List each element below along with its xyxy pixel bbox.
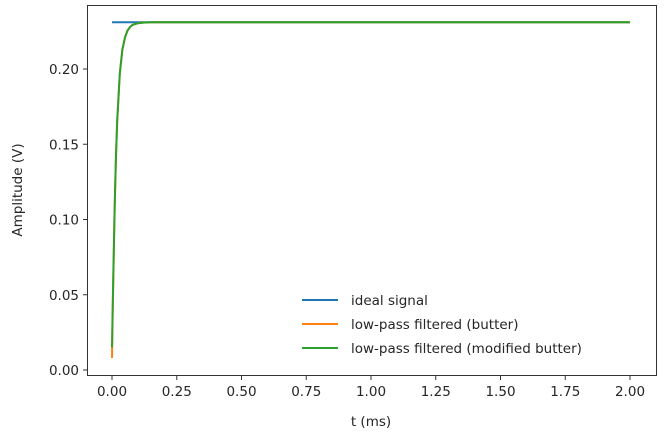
x-tick-label: 2.00 <box>615 384 645 400</box>
axes-frame <box>87 5 657 376</box>
y-axis-label: Amplitude (V) <box>10 143 26 236</box>
y-tick-label: 0.20 <box>49 62 79 78</box>
y-tick-label: 0.05 <box>49 288 79 304</box>
legend-label: low-pass filtered (modified butter) <box>351 341 582 357</box>
x-tick-label: 1.75 <box>550 384 580 400</box>
y-axis-ticks: 0.00 0.05 0.10 0.15 0.20 <box>49 62 88 379</box>
legend-label: low-pass filtered (butter) <box>351 317 519 333</box>
x-axis-label: t (ms) <box>351 414 391 430</box>
plot-series <box>111 21 630 359</box>
x-tick-label: 1.25 <box>421 384 451 400</box>
x-tick-label: 0.25 <box>162 384 192 400</box>
y-tick-label: 0.10 <box>49 213 79 229</box>
series-line-2 <box>111 21 630 348</box>
x-axis-ticks: 0.00 0.25 0.50 0.75 1.00 1.25 1.50 1.75 2.00 <box>97 375 645 400</box>
y-tick-label: 0.00 <box>49 363 79 379</box>
y-tick-label: 0.15 <box>49 137 79 153</box>
x-tick-label: 1.50 <box>485 384 515 400</box>
x-tick-label: 1.00 <box>356 384 386 400</box>
legend: ideal signal low-pass filtered (butter) lo… <box>302 293 582 357</box>
x-tick-label: 0.50 <box>226 384 256 400</box>
x-tick-label: 0.00 <box>97 384 127 400</box>
legend-label: ideal signal <box>351 293 428 309</box>
x-tick-label: 0.75 <box>291 384 321 400</box>
